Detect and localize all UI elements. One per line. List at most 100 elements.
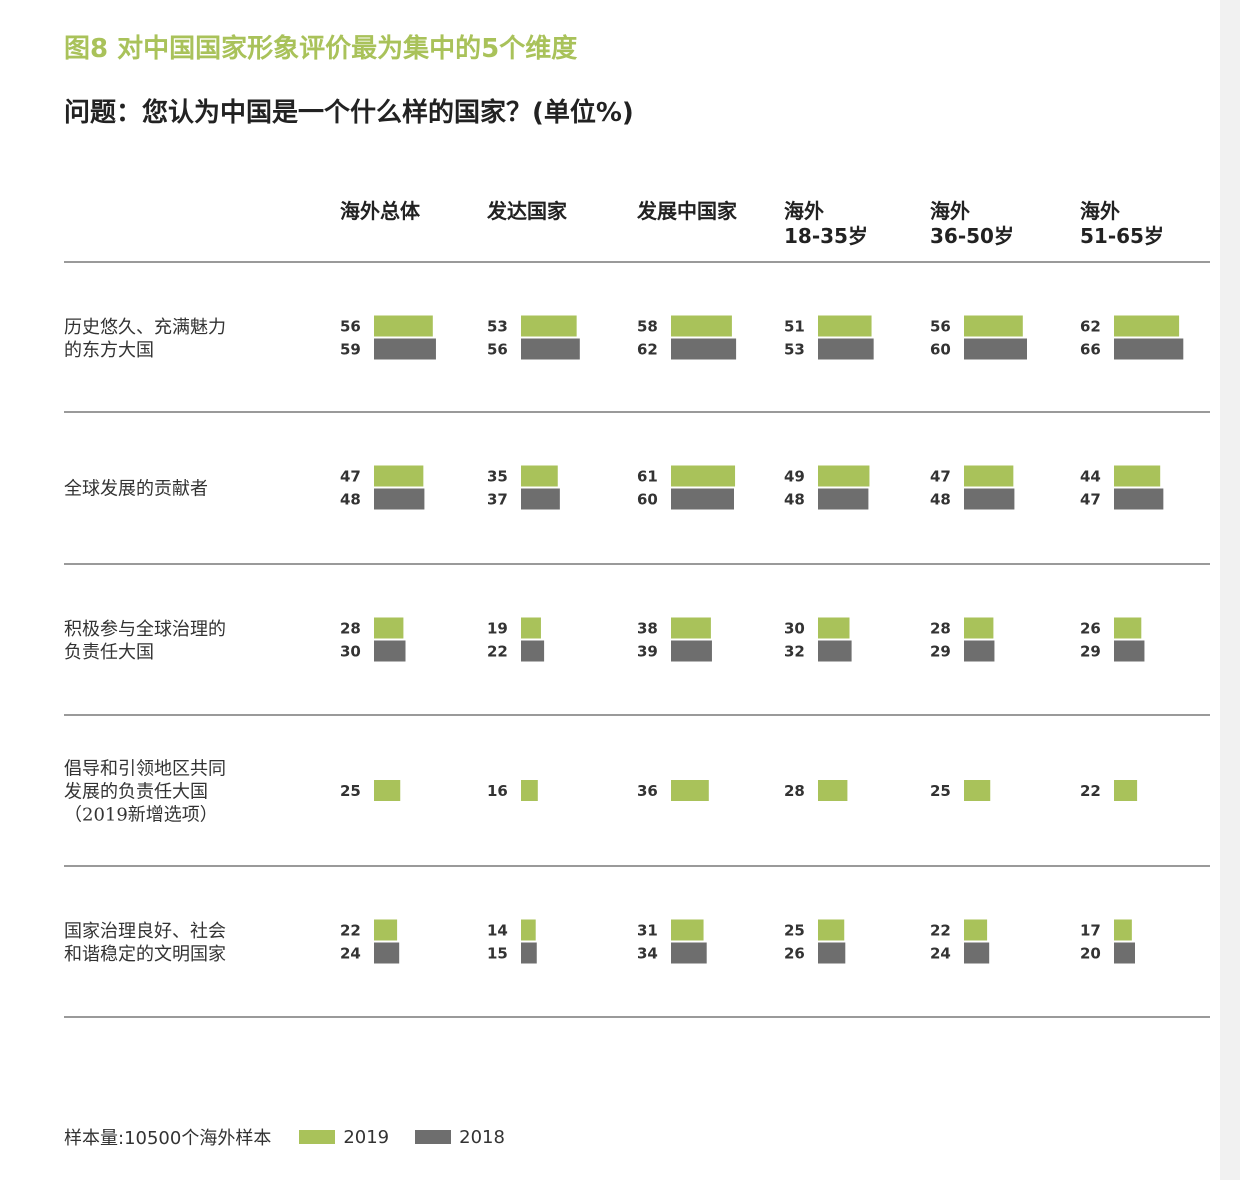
value-label-2018-r1-c4: 48: [930, 491, 951, 509]
value-label-2018-r0-c5: 66: [1080, 341, 1101, 359]
bar-2019-r2-c5: [1114, 617, 1142, 639]
column-header-3-line-0: 海外: [784, 199, 824, 223]
row-label-3-line-0: 倡导和引领地区共同: [64, 759, 226, 780]
value-label-2019-r4-c4: 22: [930, 922, 951, 940]
value-label-2019-r3-c5: 22: [1080, 782, 1101, 800]
bar-2018-r1-c1: [521, 488, 560, 510]
row-label-3-line-1: 发展的负责任大国: [64, 782, 208, 803]
bar-2019-r4-c2: [671, 919, 704, 941]
bar-2018-r1-c3: [818, 488, 869, 510]
bar-2018-r0-c4: [964, 338, 1027, 360]
value-label-2019-r0-c0: 56: [340, 318, 361, 336]
legend-item-2018: 2018: [415, 1127, 505, 1148]
column-header-5-line-1: 51-65岁: [1080, 224, 1164, 248]
bar-2018-r0-c2: [671, 338, 737, 360]
value-label-2019-r2-c1: 19: [487, 620, 508, 638]
bar-2018-r0-c1: [521, 338, 580, 360]
row-label-0-line-0: 历史悠久、充满魅力: [64, 317, 226, 338]
bar-2018-r0-c5: [1114, 338, 1184, 360]
bar-2019-r4-c1: [521, 919, 536, 941]
bar-2018-r2-c0: [374, 640, 406, 662]
value-label-2018-r4-c4: 24: [930, 945, 951, 963]
bar-2018-r2-c3: [818, 640, 852, 662]
bar-2019-r0-c0: [374, 315, 433, 337]
column-header-4-line-0: 海外: [930, 199, 970, 223]
value-label-2018-r4-c0: 24: [340, 945, 361, 963]
bar-2018-r4-c3: [818, 942, 846, 964]
bar-2018-r4-c1: [521, 942, 537, 964]
bar-2019-r2-c0: [374, 617, 404, 639]
bar-2019-r4-c4: [964, 919, 988, 941]
bar-2019-r2-c3: [818, 617, 850, 639]
value-label-2018-r2-c0: 30: [340, 643, 361, 661]
bar-2018-r2-c4: [964, 640, 995, 662]
bar-2019-r3-c2: [671, 780, 709, 801]
value-label-2019-r4-c1: 14: [487, 922, 508, 940]
row-label-0-line-1: 的东方大国: [64, 340, 154, 361]
value-label-2018-r1-c2: 60: [637, 491, 658, 509]
bar-2019-r4-c3: [818, 919, 845, 941]
bar-2018-r1-c0: [374, 488, 425, 510]
value-label-2019-r2-c3: 30: [784, 620, 805, 638]
value-label-2018-r4-c5: 20: [1080, 945, 1101, 963]
value-label-2019-r0-c2: 58: [637, 318, 658, 336]
bar-2019-r3-c4: [964, 780, 991, 801]
value-label-2019-r2-c2: 38: [637, 620, 658, 638]
bar-2018-r2-c1: [521, 640, 545, 662]
legend: 样本量:10500个海外样本 2019 2018: [64, 1124, 531, 1150]
bar-2018-r4-c4: [964, 942, 990, 964]
value-label-2019-r1-c1: 35: [487, 468, 508, 486]
value-label-2018-r0-c2: 62: [637, 341, 658, 359]
bar-2019-r1-c3: [818, 465, 870, 487]
sample-size-note: 样本量:10500个海外样本: [64, 1128, 272, 1149]
bar-2018-r4-c5: [1114, 942, 1135, 964]
bar-2019-r2-c2: [671, 617, 711, 639]
value-label-2019-r1-c0: 47: [340, 468, 361, 486]
bar-2018-r4-c2: [671, 942, 707, 964]
bar-2018-r1-c5: [1114, 488, 1164, 510]
value-label-2018-r1-c3: 48: [784, 491, 805, 509]
bar-2019-r4-c0: [374, 919, 398, 941]
value-label-2019-r2-c5: 26: [1080, 620, 1101, 638]
row-label-2-line-1: 负责任大国: [64, 642, 154, 663]
value-label-2019-r3-c4: 25: [930, 782, 951, 800]
value-label-2019-r1-c3: 49: [784, 468, 805, 486]
bar-2018-r1-c2: [671, 488, 734, 510]
bar-2018-r2-c5: [1114, 640, 1145, 662]
bar-2019-r3-c1: [521, 780, 538, 801]
value-label-2018-r0-c0: 59: [340, 341, 361, 359]
value-label-2018-r2-c1: 22: [487, 643, 508, 661]
figure-title: 图8 对中国国家形象评价最为集中的5个维度: [64, 34, 578, 64]
bar-2019-r1-c5: [1114, 465, 1161, 487]
value-label-2019-r4-c5: 17: [1080, 922, 1101, 940]
bar-2019-r1-c1: [521, 465, 558, 487]
bar-2019-r0-c1: [521, 315, 577, 337]
value-label-2019-r0-c4: 56: [930, 318, 951, 336]
page-edge-strip: [1220, 0, 1240, 1180]
bar-2019-r0-c4: [964, 315, 1023, 337]
column-header-2-line-0: 发展中国家: [636, 199, 738, 223]
row-label-3-line-2: （2019新增选项）: [64, 805, 218, 826]
value-label-2019-r4-c2: 31: [637, 922, 658, 940]
bar-2019-r2-c1: [521, 617, 541, 639]
value-label-2018-r4-c1: 15: [487, 945, 508, 963]
value-label-2018-r4-c3: 26: [784, 945, 805, 963]
column-header-0-line-0: 海外总体: [340, 199, 421, 223]
value-label-2018-r2-c3: 32: [784, 643, 805, 661]
row-label-2-line-0: 积极参与全球治理的: [64, 619, 226, 640]
value-label-2018-r0-c4: 60: [930, 341, 951, 359]
value-label-2019-r3-c1: 16: [487, 782, 508, 800]
column-header-3-line-1: 18-35岁: [784, 224, 868, 248]
value-label-2018-r1-c1: 37: [487, 491, 508, 509]
value-label-2019-r3-c0: 25: [340, 782, 361, 800]
bar-2019-r2-c4: [964, 617, 994, 639]
value-label-2018-r2-c2: 39: [637, 643, 658, 661]
value-label-2018-r1-c0: 48: [340, 491, 361, 509]
legend-item-2019: 2019: [299, 1127, 389, 1148]
bar-2019-r3-c3: [818, 780, 848, 801]
bar-2018-r1-c4: [964, 488, 1015, 510]
value-label-2019-r1-c4: 47: [930, 468, 951, 486]
row-label-1-line-0: 全球发展的贡献者: [64, 479, 208, 500]
value-label-2019-r1-c5: 44: [1080, 468, 1101, 486]
value-label-2019-r0-c5: 62: [1080, 318, 1101, 336]
